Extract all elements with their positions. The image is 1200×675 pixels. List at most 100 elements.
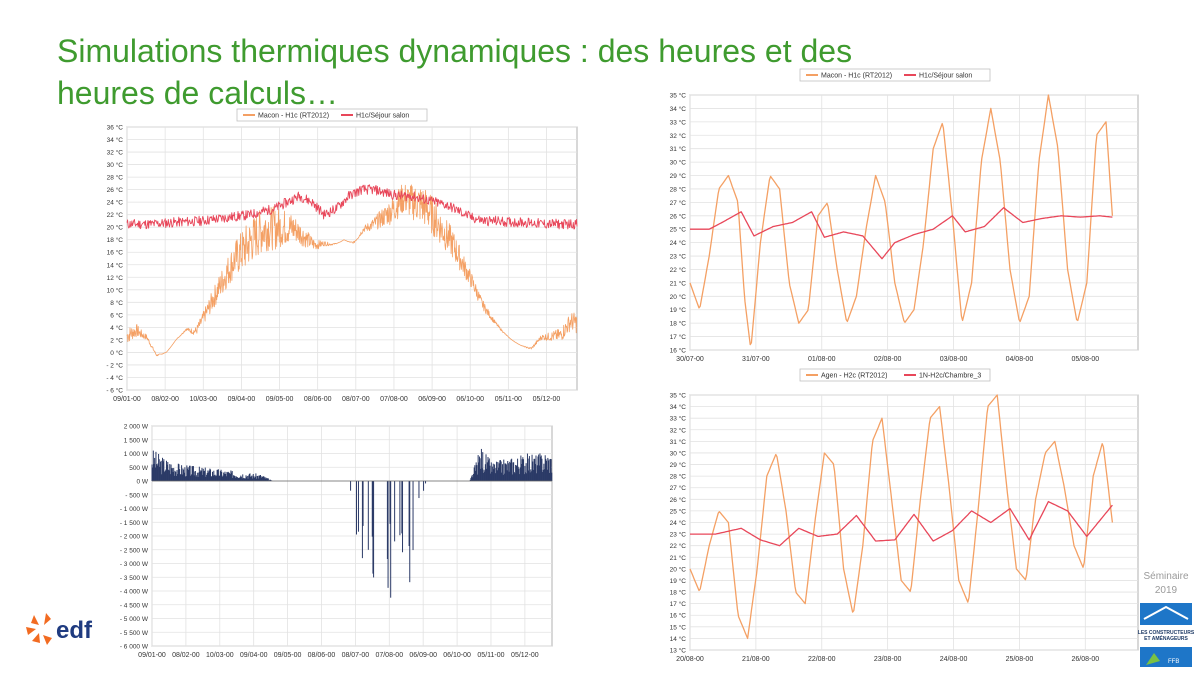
series-indoor-line bbox=[126, 184, 578, 230]
x-tick-label: 01/08-00 bbox=[808, 356, 836, 363]
x-tick-label: 10/03-00 bbox=[189, 396, 217, 403]
chart-week-macon: Macon - H1c (RT2012) H1c/Séjour salon 35 °… bbox=[640, 65, 1150, 375]
y-tick-label: 29 °C bbox=[670, 172, 687, 180]
y-tick-label: 14 °C bbox=[670, 635, 687, 643]
y-tick-label: 8 °C bbox=[110, 299, 123, 307]
y-tick-label: 16 °C bbox=[670, 612, 687, 620]
x-tick-label: 09/04-00 bbox=[228, 396, 256, 403]
x-tick-label: 04/08-00 bbox=[1006, 356, 1034, 363]
x-tick-label: 21/08-00 bbox=[742, 656, 770, 663]
x-tick-label: 02/08-00 bbox=[874, 356, 902, 363]
y-tick-label: 10 °C bbox=[107, 286, 124, 294]
seminaire-year: 2019 bbox=[1154, 585, 1178, 596]
x-tick-label: 06/09-00 bbox=[418, 396, 446, 403]
x-tick-label: 30/07-00 bbox=[676, 356, 704, 363]
y-tick-label: - 4 °C bbox=[106, 374, 123, 382]
x-tick-label: 23/08-00 bbox=[874, 656, 902, 663]
y-tick-label: 31 °C bbox=[670, 438, 687, 446]
chart-year-temperature: Macon - H1c (RT2012) H1c/Séjour salon 36 °… bbox=[87, 105, 587, 415]
x-tick-label: 05/12-00 bbox=[511, 652, 539, 659]
chart-week-agen: Agen - H2c (RT2012) 1N-H2c/Chambre_3 35 °C… bbox=[640, 365, 1150, 670]
edf-logo-rays bbox=[26, 613, 52, 645]
y-tick-label: 18 °C bbox=[107, 236, 124, 244]
y-tick-label: - 1 500 W bbox=[120, 520, 149, 527]
legend-label: Agen - H2c (RT2012) bbox=[821, 373, 887, 380]
y-tick-label: 1 500 W bbox=[124, 437, 149, 444]
y-tick-label: 27 °C bbox=[670, 199, 687, 207]
y-tick-label: 2 000 W bbox=[124, 424, 149, 431]
y-tick-label: 26 °C bbox=[670, 496, 687, 504]
slide-title: Simulations thermiques dynamiques : des … bbox=[57, 33, 853, 111]
y-tick-label: 24 °C bbox=[107, 199, 124, 207]
y-tick-label: 26 °C bbox=[107, 186, 124, 194]
y-tick-label: 21 °C bbox=[670, 279, 687, 287]
y-tick-label: 23 °C bbox=[670, 253, 687, 261]
y-tick-label: 17 °C bbox=[670, 333, 687, 341]
y-tick-label: 29 °C bbox=[670, 461, 687, 469]
x-tick-label: 10/03-00 bbox=[206, 652, 234, 659]
y-tick-label: 24 °C bbox=[670, 239, 687, 247]
y-tick-label: 16 °C bbox=[107, 249, 124, 257]
legend-label: Macon - H1c (RT2012) bbox=[821, 73, 892, 80]
y-tick-label: 27 °C bbox=[670, 484, 687, 492]
y-tick-label: 32 °C bbox=[670, 132, 687, 140]
series-outdoor-line bbox=[689, 394, 1114, 640]
y-tick-label: - 500 W bbox=[125, 492, 149, 499]
y-tick-label: 4 °C bbox=[110, 324, 123, 332]
y-tick-label: 22 °C bbox=[107, 211, 124, 219]
y-tick-label: - 4 500 W bbox=[120, 602, 149, 609]
legend-box bbox=[799, 368, 991, 382]
y-tick-label: 28 °C bbox=[670, 185, 687, 193]
y-tick-label: - 1 000 W bbox=[120, 506, 149, 513]
y-tick-label: 2 °C bbox=[110, 336, 123, 344]
y-tick-label: 35 °C bbox=[670, 92, 687, 100]
y-tick-label: 30 °C bbox=[107, 161, 124, 169]
y-tick-label: 17 °C bbox=[670, 600, 687, 608]
x-tick-label: 05/08-00 bbox=[1071, 356, 1099, 363]
y-tick-label: 15 °C bbox=[670, 623, 687, 631]
x-tick-label: 08/02-00 bbox=[151, 396, 179, 403]
ffb-logo-top bbox=[1140, 603, 1192, 625]
edf-logo: edf bbox=[26, 613, 93, 645]
chart-year-power-svg: 2 000 W 1 500 W 1 000 W 500 W 0 W - 500 W - 1 … bbox=[120, 424, 553, 659]
y-tick-label: 18 °C bbox=[670, 320, 687, 328]
x-tick-label: 06/09-00 bbox=[409, 652, 437, 659]
x-tick-label: 03/08-00 bbox=[940, 356, 968, 363]
x-tick-label: 25/08-00 bbox=[1006, 656, 1034, 663]
x-tick-label: 31/07-00 bbox=[742, 356, 770, 363]
y-tick-label: 34 °C bbox=[670, 403, 687, 411]
y-tick-label: 34 °C bbox=[670, 105, 687, 113]
y-tick-label: 33 °C bbox=[670, 118, 687, 126]
y-tick-label: 0 W bbox=[136, 479, 148, 486]
y-tick-label: 1 000 W bbox=[124, 451, 149, 458]
y-tick-label: 23 °C bbox=[670, 531, 687, 539]
x-tick-label: 05/11-00 bbox=[495, 396, 522, 403]
y-tick-label: 13 °C bbox=[670, 647, 687, 655]
y-tick-label: 20 °C bbox=[670, 293, 687, 301]
ffb-caption-line1: LES CONSTRUCTEURS bbox=[1137, 630, 1195, 636]
legend-box bbox=[799, 68, 991, 82]
y-tick-label: 22 °C bbox=[670, 266, 687, 274]
x-tick-label: 08/07-00 bbox=[342, 396, 370, 403]
y-tick-label: 30 °C bbox=[670, 449, 687, 457]
y-tick-label: 6 °C bbox=[110, 311, 123, 319]
legend-label: 1N-H2c/Chambre_3 bbox=[919, 373, 981, 380]
y-tick-label: 25 °C bbox=[670, 507, 687, 515]
legend-label: H1c/Séjour salon bbox=[919, 73, 972, 80]
chart-week-macon-svg: Macon - H1c (RT2012) H1c/Séjour salon 35 °… bbox=[670, 68, 1139, 363]
x-tick-label: 20/08-00 bbox=[676, 656, 704, 663]
x-tick-label: 09/01-00 bbox=[113, 396, 141, 403]
y-tick-label: - 3 000 W bbox=[120, 561, 149, 568]
legend-label: Macon - H1c (RT2012) bbox=[258, 113, 329, 120]
legend-label: H1c/Séjour salon bbox=[356, 113, 409, 120]
y-tick-label: - 5 500 W bbox=[120, 630, 149, 637]
ffb-logo-roof bbox=[1143, 605, 1189, 620]
y-tick-label: 500 W bbox=[129, 465, 149, 472]
y-tick-label: - 2 500 W bbox=[120, 547, 149, 554]
y-tick-label: - 6 000 W bbox=[120, 644, 149, 651]
chart-year-power: 2 000 W 1 500 W 1 000 W 500 W 0 W - 500 W - 1 … bbox=[87, 418, 587, 668]
x-tick-label: 08/02-00 bbox=[172, 652, 200, 659]
x-tick-label: 05/11-00 bbox=[477, 652, 504, 659]
y-tick-label: 28 °C bbox=[670, 473, 687, 481]
y-tick-label: 21 °C bbox=[670, 554, 687, 562]
